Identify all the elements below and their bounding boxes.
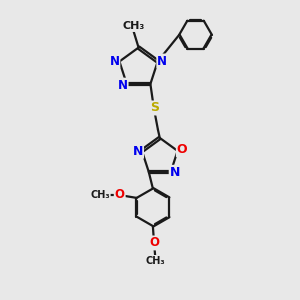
Text: N: N — [110, 55, 119, 68]
Text: CH₃: CH₃ — [122, 21, 145, 31]
Text: N: N — [170, 166, 180, 179]
Text: CH₃: CH₃ — [90, 190, 110, 200]
Text: S: S — [150, 101, 159, 115]
Text: CH₃: CH₃ — [146, 256, 165, 266]
Text: O: O — [115, 188, 125, 201]
Text: N: N — [157, 55, 167, 68]
Text: O: O — [177, 143, 188, 156]
Text: O: O — [149, 236, 160, 249]
Text: N: N — [133, 145, 143, 158]
Text: N: N — [118, 79, 128, 92]
